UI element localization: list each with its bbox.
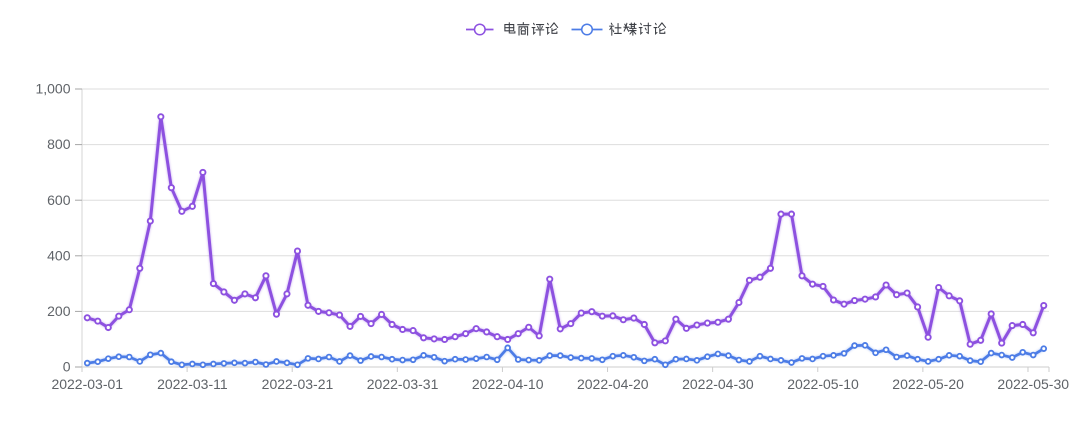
svg-text:2022-04-30: 2022-04-30 bbox=[682, 376, 754, 392]
svg-text:600: 600 bbox=[47, 192, 71, 208]
svg-text:400: 400 bbox=[47, 247, 71, 263]
svg-text:2022-05-30: 2022-05-30 bbox=[997, 376, 1069, 392]
svg-text:2022-03-11: 2022-03-11 bbox=[157, 376, 228, 392]
svg-text:200: 200 bbox=[47, 303, 71, 319]
svg-text:2022-05-20: 2022-05-20 bbox=[892, 376, 964, 392]
svg-text:0: 0 bbox=[63, 359, 71, 375]
svg-text:2022-03-31: 2022-03-31 bbox=[367, 376, 439, 392]
svg-text:2022-05-10: 2022-05-10 bbox=[787, 376, 859, 392]
svg-text:2022-04-10: 2022-04-10 bbox=[472, 376, 544, 392]
svg-text:1,000: 1,000 bbox=[35, 81, 70, 97]
svg-text:2022-04-20: 2022-04-20 bbox=[577, 376, 649, 392]
svg-text:800: 800 bbox=[47, 136, 71, 152]
svg-text:2022-03-21: 2022-03-21 bbox=[262, 376, 334, 392]
svg-text:2022-03-01: 2022-03-01 bbox=[51, 376, 123, 392]
